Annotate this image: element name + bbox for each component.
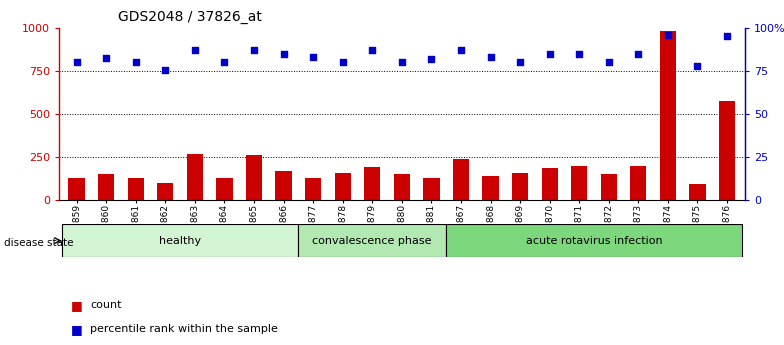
Text: ■: ■ — [71, 299, 82, 312]
Point — [395, 59, 408, 65]
Point — [71, 59, 83, 65]
Point — [100, 55, 112, 61]
Point — [336, 59, 349, 65]
Bar — [98, 174, 114, 200]
Bar — [689, 184, 706, 200]
Bar — [335, 172, 350, 200]
Bar — [542, 168, 557, 200]
Point — [159, 67, 172, 73]
Text: convalescence phase: convalescence phase — [313, 236, 432, 246]
Bar — [601, 174, 617, 200]
Point — [278, 52, 290, 57]
Bar — [62, 224, 298, 257]
Bar — [394, 174, 410, 200]
Point — [662, 32, 674, 37]
Bar — [216, 178, 233, 200]
Bar — [482, 176, 499, 200]
Bar — [719, 101, 735, 200]
Text: GDS2048 / 37826_at: GDS2048 / 37826_at — [118, 10, 262, 24]
Point — [425, 56, 437, 61]
Bar — [246, 155, 262, 200]
Text: disease state: disease state — [4, 238, 74, 248]
Bar — [305, 178, 321, 200]
Text: ■: ■ — [71, 323, 82, 336]
Bar — [446, 224, 742, 257]
Bar — [630, 167, 647, 200]
Point — [248, 47, 260, 53]
Point — [485, 54, 497, 60]
Point — [514, 59, 526, 65]
Point — [691, 63, 704, 69]
Point — [307, 54, 319, 60]
Point — [543, 52, 556, 57]
Text: acute rotavirus infection: acute rotavirus infection — [526, 236, 662, 246]
Text: healthy: healthy — [159, 236, 201, 246]
Bar — [571, 166, 587, 200]
Bar — [423, 178, 440, 200]
Bar — [453, 159, 469, 200]
Point — [573, 52, 586, 57]
Bar — [512, 173, 528, 200]
Bar — [298, 224, 446, 257]
Bar — [157, 183, 173, 200]
Point — [366, 47, 379, 53]
Bar — [68, 178, 85, 200]
Point — [188, 47, 201, 53]
Point — [455, 47, 467, 53]
Bar — [187, 155, 203, 200]
Bar — [364, 167, 380, 200]
Bar — [660, 31, 676, 200]
Point — [632, 52, 644, 57]
Text: percentile rank within the sample: percentile rank within the sample — [90, 325, 278, 334]
Bar — [275, 171, 292, 200]
Point — [603, 59, 615, 65]
Point — [218, 59, 230, 65]
Point — [720, 33, 733, 39]
Point — [129, 59, 142, 65]
Bar — [128, 178, 143, 200]
Text: count: count — [90, 300, 122, 310]
